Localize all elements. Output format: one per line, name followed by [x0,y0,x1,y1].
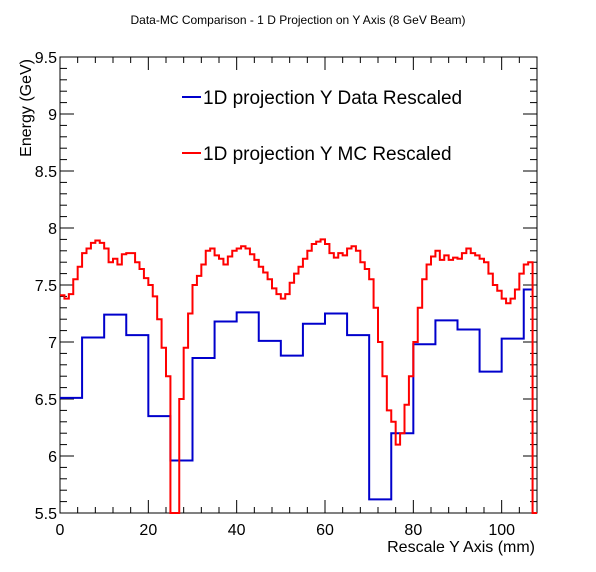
x-tick-label: 100 [488,522,515,539]
plot-frame [59,56,538,514]
y-tick-label: 9.5 [35,50,57,67]
series-line-data [60,288,533,501]
chart-title: Data-MC Comparison - 1 D Projection on Y… [130,13,465,27]
y-tick-label: 7 [48,335,57,352]
axis-ticks [59,56,538,514]
x-tick-label: 20 [139,522,157,539]
x-tick-label: 80 [404,522,422,539]
y-axis-title: Energy (GeV) [18,59,35,157]
x-axis-title: Rescale Y Axis (mm) [387,539,535,556]
series-line-mc [60,238,537,514]
x-tick-label: 60 [316,522,334,539]
y-tick-label: 8.5 [35,164,57,181]
legend: 1D projection Y Data Rescaled 1D project… [182,88,462,165]
x-tick-label: 40 [228,522,246,539]
y-tick-label: 9 [48,107,57,124]
y-tick-label: 8 [48,221,57,238]
x-tick-label: 0 [56,522,65,539]
y-tick-label: 7.5 [35,278,57,295]
legend-label-mc: 1D projection Y MC Rescaled [203,144,452,165]
y-tick-label: 6 [48,449,57,466]
y-tick-label: 6.5 [35,392,57,409]
legend-label-data: 1D projection Y Data Rescaled [203,88,462,109]
y-tick-label: 5.5 [35,506,57,523]
series-layer [60,238,537,514]
tick-labels: 0 20 40 60 80 100 5.5 6 6.5 7 7.5 8 8.5 9 9.5 [35,50,515,539]
